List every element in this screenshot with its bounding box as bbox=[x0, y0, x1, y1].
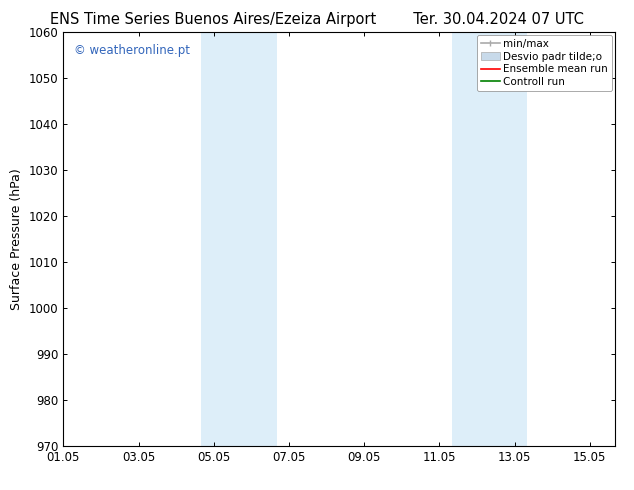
Text: © weatheronline.pt: © weatheronline.pt bbox=[74, 44, 190, 57]
Bar bbox=[452, 32, 527, 446]
Bar bbox=[202, 32, 276, 446]
Y-axis label: Surface Pressure (hPa): Surface Pressure (hPa) bbox=[10, 168, 23, 310]
Text: ENS Time Series Buenos Aires/Ezeiza Airport        Ter. 30.04.2024 07 UTC: ENS Time Series Buenos Aires/Ezeiza Airp… bbox=[50, 12, 584, 27]
Legend: min/max, Desvio padr tilde;o, Ensemble mean run, Controll run: min/max, Desvio padr tilde;o, Ensemble m… bbox=[477, 35, 612, 91]
